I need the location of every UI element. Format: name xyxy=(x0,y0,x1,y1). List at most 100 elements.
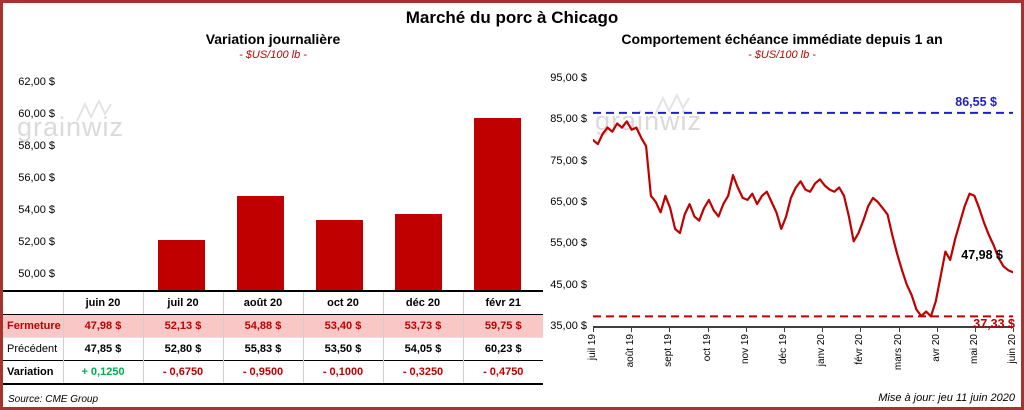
bar-y-axis: 62,00 $ 60,00 $ 58,00 $ 56,00 $ 54,00 $ 52,00… xyxy=(3,66,59,290)
bar xyxy=(236,195,285,290)
x-axis-tick xyxy=(1013,328,1014,332)
y-axis-tick-label: 45,00 $ xyxy=(550,278,587,291)
panels: Variation journalière - $US/100 lb - gra… xyxy=(3,28,1021,385)
table-header-row: juin 20 juil 20 août 20 oct 20 déc 20 févr 21 xyxy=(3,290,543,315)
y-axis-tick-label: 85,00 $ xyxy=(550,113,587,126)
bar-column xyxy=(379,66,458,290)
bar xyxy=(394,214,443,290)
precedent-row: Précédent 47,85 $52,80 $55,83 $53,50 $54,… xyxy=(3,337,543,361)
x-axis-tick xyxy=(593,328,594,332)
y-axis-tick-label: 55,00 $ xyxy=(550,237,587,250)
y-axis-tick-label: 95,00 $ xyxy=(550,72,587,84)
x-axis-tick xyxy=(745,328,747,332)
table-cell: 52,80 $ xyxy=(142,337,223,361)
price-line-svg xyxy=(593,111,1013,318)
page-title: Marché du porc à Chicago xyxy=(405,8,619,27)
y-axis-tick-label: 52,00 $ xyxy=(18,236,55,248)
table-cell: - 0,4750 xyxy=(462,360,543,385)
table-cell: - 0,9500 xyxy=(222,360,303,385)
bar-column xyxy=(221,66,300,290)
table-cell: 59,75 $ xyxy=(462,314,543,338)
x-axis-tick-label: avr 20 xyxy=(930,334,942,362)
bar xyxy=(473,118,522,290)
watermark-text: grainwiz xyxy=(17,112,125,142)
y-axis-tick-label: 65,00 $ xyxy=(550,196,587,208)
x-axis-tick xyxy=(783,328,785,332)
bar xyxy=(157,239,206,290)
bar-column xyxy=(63,66,142,290)
table-corner-cell xyxy=(3,290,63,315)
x-axis-tick-label: juil 19 xyxy=(587,334,598,361)
column-header: févr 21 xyxy=(462,290,543,315)
column-header: août 20 xyxy=(222,290,303,315)
x-axis-tick-label: mars 20 xyxy=(892,334,904,371)
column-header: oct 20 xyxy=(302,290,383,315)
row-label: Fermeture xyxy=(3,314,63,338)
table-cell: 55,83 $ xyxy=(222,337,303,361)
bar-column xyxy=(458,66,537,290)
table-cell: - 0,3250 xyxy=(382,360,463,385)
table-cell: 53,50 $ xyxy=(302,337,383,361)
x-axis-tick xyxy=(936,328,938,332)
watermark: grainwiz xyxy=(17,99,125,143)
bar xyxy=(315,219,364,290)
column-header: juin 20 xyxy=(62,290,143,315)
x-axis-tick-label: juin 20 xyxy=(1007,334,1018,364)
table-cell: 53,40 $ xyxy=(302,314,383,338)
daily-variation-panel: Variation journalière - $US/100 lb - gra… xyxy=(3,28,543,385)
y-axis-tick-label: 56,00 $ xyxy=(18,172,55,184)
x-axis-tick-label: oct 19 xyxy=(701,334,713,362)
x-axis-tick xyxy=(974,328,976,332)
x-axis-tick xyxy=(898,328,900,332)
bar-chart: grainwiz 62,00 $ 60,00 $ 58,00 $ 56,00 $ 54,… xyxy=(3,66,543,290)
table-cell: 47,98 $ xyxy=(62,314,143,338)
y-axis-tick-label: 58,00 $ xyxy=(18,140,55,152)
bar-chart-title: Variation journalière xyxy=(205,31,341,47)
watermark-zigzag-icon xyxy=(654,93,690,116)
x-axis-tick-label: déc 19 xyxy=(777,334,789,365)
line-plot: 86,55 $ 37,33 $ 47,98 $ xyxy=(593,78,1015,332)
y-axis-tick-label: 50,00 $ xyxy=(18,268,55,280)
table-cell: 52,13 $ xyxy=(142,314,223,338)
bar-plot xyxy=(63,66,537,290)
y-axis-tick-label: 35,00 $ xyxy=(550,320,587,332)
bar-column xyxy=(142,66,221,290)
x-axis-tick-label: janv 20 xyxy=(816,334,828,367)
line-chart: grainwiz 95,00 $85,00 $75,00 $65,00 $55,… xyxy=(543,66,1021,382)
x-axis-tick-label: sept 19 xyxy=(663,334,675,367)
table-cell: - 0,6750 xyxy=(142,360,223,385)
table-cell: 60,23 $ xyxy=(462,337,543,361)
table-cell: 47,85 $ xyxy=(62,337,143,361)
line-x-axis: juil 19 août 19 sept 19 oct 19 nov 19 déc 19 j… xyxy=(587,328,1018,380)
table-cell: + 0,1250 xyxy=(62,360,143,385)
last-price-label: 47,98 $ xyxy=(961,248,1003,263)
updated-note: Mise à jour: jeu 11 juin 2020 xyxy=(878,392,1015,404)
column-header: juil 20 xyxy=(142,290,223,315)
source-note: Source: CME Group xyxy=(8,394,99,405)
bar-chart-subtitle: - $US/100 lb - xyxy=(239,49,307,61)
x-axis-tick xyxy=(860,328,862,332)
x-axis-tick-label: août 19 xyxy=(625,334,637,368)
line-y-axis: 95,00 $ 85,00 $ 75,00 $ 65,00 $ 55,00 $ 45,00… xyxy=(543,72,589,332)
min-price-label: 37,33 $ xyxy=(973,317,1015,332)
x-axis-tick xyxy=(707,328,709,332)
column-header: déc 20 xyxy=(382,290,463,315)
row-label: Variation xyxy=(3,360,63,385)
bar-column xyxy=(300,66,379,290)
x-axis-tick xyxy=(631,328,633,332)
x-axis-tick-label: mai 20 xyxy=(968,334,980,365)
table-cell: 54,88 $ xyxy=(222,314,303,338)
y-axis-tick-label: 62,00 $ xyxy=(18,76,55,88)
variation-row: Variation + 0,1250- 0,6750- 0,9500- 0,100… xyxy=(3,360,543,385)
table-cell: 53,73 $ xyxy=(382,314,463,338)
y-axis-tick-label: 60,00 $ xyxy=(18,108,55,120)
y-axis-tick-label: 54,00 $ xyxy=(18,204,55,216)
immediate-contract-panel: Comportement échéance immédiate depuis 1… xyxy=(543,28,1021,385)
row-label: Précédent xyxy=(3,337,63,361)
max-price-label: 86,55 $ xyxy=(955,94,997,109)
line-chart-subtitle: - $US/100 lb - xyxy=(748,49,816,61)
x-axis-tick-label: nov 19 xyxy=(739,334,751,365)
line-chart-title: Comportement échéance immédiate depuis 1… xyxy=(621,31,943,47)
x-axis-tick xyxy=(669,328,671,332)
